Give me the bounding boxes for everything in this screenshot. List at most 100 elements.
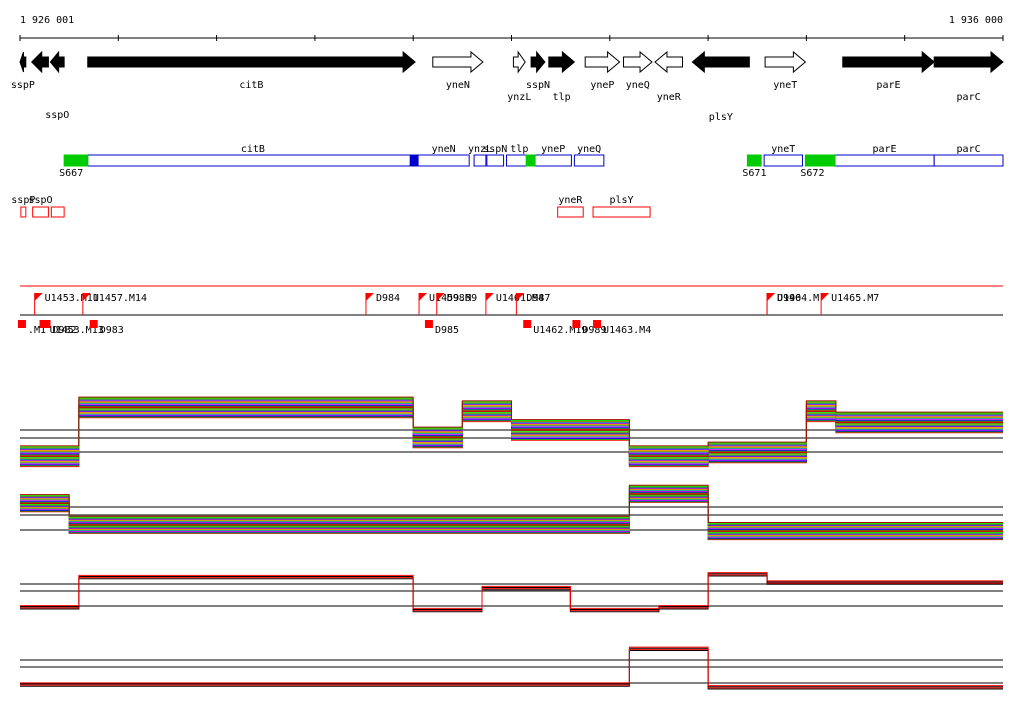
gene-label-citB: citB	[239, 80, 263, 91]
segment-label-down: D982	[53, 325, 77, 336]
segment-marker	[365, 293, 374, 301]
operon-box-parE[interactable]	[834, 154, 935, 167]
promoter-label: S667	[59, 168, 83, 179]
segment-label-up: U1464.M	[777, 293, 819, 304]
gene-arrow-sspP[interactable]	[19, 51, 27, 73]
segment-label-down: D985	[435, 325, 459, 336]
gene-label-yneN: yneN	[446, 80, 470, 91]
operon-label: tlp	[510, 144, 528, 155]
gene-arrow-yneR[interactable]	[654, 50, 684, 74]
gene-arrow-sspN[interactable]	[530, 50, 546, 74]
operon-box-parC[interactable]	[933, 154, 1004, 167]
gene-label-tlp: tlp	[553, 92, 571, 103]
antisense-box[interactable]	[50, 206, 65, 218]
segment-marker	[523, 320, 532, 328]
gene-arrow-sspO-a[interactable]	[30, 50, 49, 74]
operon-box-yneN[interactable]	[417, 154, 470, 167]
segment-label-up: U1461.M4	[496, 293, 544, 304]
antisense-label: sspP	[11, 195, 35, 206]
segment-label-down: .M1	[28, 325, 46, 336]
operon-box-S667[interactable]	[63, 154, 89, 167]
segment-label-up: U1459.M9	[429, 293, 477, 304]
gene-arrow-citB[interactable]	[87, 50, 416, 74]
promoter-label: S671	[742, 168, 766, 179]
antisense-box[interactable]	[557, 206, 584, 218]
segment-marker	[419, 293, 428, 301]
operon-box-green[interactable]	[525, 154, 536, 167]
gene-label-sspO: sspO	[45, 110, 69, 121]
segment-label-down: D983	[100, 325, 124, 336]
expression-profile-line	[20, 396, 1003, 447]
segment-label-up: D984	[376, 293, 400, 304]
antisense-box[interactable]	[592, 206, 651, 218]
promoter-label: S672	[800, 168, 824, 179]
gene-label-sspP: sspP	[11, 80, 35, 91]
segment-marker	[17, 320, 26, 328]
segment-marker	[424, 320, 433, 328]
operon-box-yneP[interactable]	[534, 154, 572, 167]
antisense-box[interactable]	[20, 206, 27, 218]
gene-arrow-parC[interactable]	[933, 50, 1004, 74]
segment-label-up: U1457.M14	[93, 293, 147, 304]
gene-arrow-yneT[interactable]	[764, 50, 807, 74]
segment-marker	[593, 320, 602, 328]
segment-label-up: D987	[526, 293, 550, 304]
operon-box-S671[interactable]	[746, 154, 762, 167]
gene-label-yneT: yneT	[773, 80, 797, 91]
gene-arrow-yneP[interactable]	[584, 50, 621, 74]
expression-profile-line	[20, 574, 1003, 612]
expression-profile-line	[20, 648, 1003, 689]
gene-arrow-plsY[interactable]	[691, 50, 750, 74]
segment-marker	[516, 293, 525, 301]
expression-tracks	[20, 396, 1003, 690]
gene-label-parE: parE	[876, 80, 900, 91]
segment-marker	[572, 320, 581, 328]
antisense-box[interactable]	[32, 206, 49, 218]
segment-label-down: U1463.M4	[603, 325, 651, 336]
operon-label: yneP	[541, 144, 565, 155]
operon-box-sspN[interactable]	[486, 154, 505, 167]
gene-arrow-sspO[interactable]	[49, 50, 65, 74]
operon-box-S672[interactable]	[804, 154, 836, 167]
gene-label-ynzL: ynzL	[507, 92, 531, 103]
antisense-label: sspO	[28, 195, 52, 206]
gene-label-yneQ: yneQ	[626, 80, 650, 91]
expression-profile-line	[20, 572, 1003, 609]
operon-label: yneN	[432, 144, 456, 155]
segment-marker	[436, 293, 445, 301]
operon-label: yneT	[771, 144, 795, 155]
segment-label-down: D989	[582, 325, 606, 336]
operon-label: sspN	[483, 144, 507, 155]
segment-marker	[42, 320, 51, 328]
antisense-label: plsY	[610, 195, 634, 206]
segment-label-up: D986	[447, 293, 471, 304]
operon-box-yneT[interactable]	[763, 154, 803, 167]
segment-marker	[485, 293, 494, 301]
segment-label-down: U1462.M19	[533, 325, 587, 336]
gene-arrow-yneQ[interactable]	[623, 50, 653, 74]
segment-label-up: U1465.M7	[831, 293, 879, 304]
gene-label-parC: parC	[957, 92, 981, 103]
gene-label-yneR: yneR	[657, 92, 682, 103]
gene-arrow-tlp[interactable]	[548, 50, 576, 74]
gene-arrow-yneN[interactable]	[432, 50, 484, 74]
ruler-start-label: 1 926 001	[20, 15, 74, 26]
operon-box-dark[interactable]	[409, 154, 419, 167]
operon-box-ynzL[interactable]	[473, 154, 487, 167]
gene-arrow-ynzL[interactable]	[512, 50, 526, 74]
gene-label-plsY: plsY	[709, 112, 733, 123]
segment-marker	[82, 293, 91, 301]
antisense-label: yneR	[558, 195, 583, 206]
operon-label: citB	[241, 144, 265, 155]
ruler-end-label: 1 936 000	[949, 15, 1003, 26]
gene-arrow-parE[interactable]	[842, 50, 935, 74]
coordinate-ruler: 1 926 001 1 936 000	[19, 15, 1004, 41]
expression-profile-line	[20, 484, 1003, 523]
operon-box-citB[interactable]	[87, 154, 419, 167]
operon-box-yneQ[interactable]	[573, 154, 605, 167]
